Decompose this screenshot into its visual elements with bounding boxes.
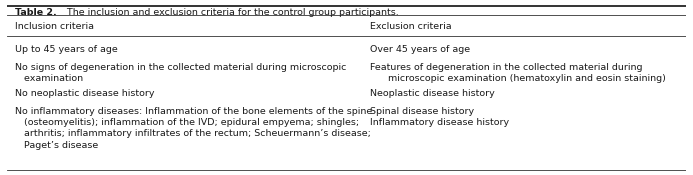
Text: Up to 45 years of age: Up to 45 years of age (15, 46, 118, 54)
Text: No signs of degeneration in the collected material during microscopic
   examina: No signs of degeneration in the collecte… (15, 63, 346, 83)
Text: Exclusion criteria: Exclusion criteria (370, 22, 452, 31)
Text: The inclusion and exclusion criteria for the control group participants.: The inclusion and exclusion criteria for… (64, 8, 398, 17)
Text: No inflammatory diseases: Inflammation of the bone elements of the spine
   (ost: No inflammatory diseases: Inflammation o… (15, 107, 372, 149)
Text: No neoplastic disease history: No neoplastic disease history (15, 89, 155, 98)
Text: Inclusion criteria: Inclusion criteria (15, 22, 94, 31)
Text: Spinal disease history
Inflammatory disease history: Spinal disease history Inflammatory dise… (370, 107, 509, 127)
Text: Over 45 years of age: Over 45 years of age (370, 46, 471, 54)
Text: Neoplastic disease history: Neoplastic disease history (370, 89, 495, 98)
Bar (7, 2, 367, 173)
Text: Table 2.: Table 2. (15, 8, 57, 17)
Text: Features of degeneration in the collected material during
      microscopic exam: Features of degeneration in the collecte… (370, 63, 666, 83)
